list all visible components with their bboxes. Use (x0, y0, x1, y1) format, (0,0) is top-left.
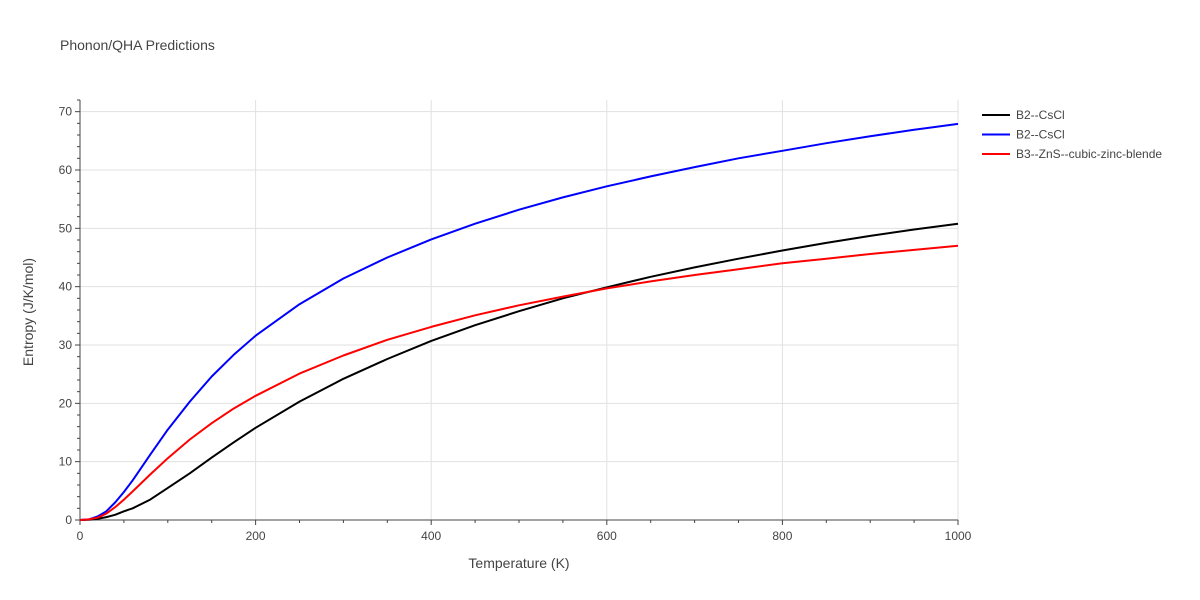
x-tick-label: 600 (597, 529, 617, 543)
x-tick-label: 0 (77, 529, 84, 543)
y-tick-label: 70 (59, 105, 73, 119)
legend-label: B2--CsCl (1016, 108, 1065, 122)
legend-item-1[interactable]: B2--CsCl (982, 108, 1065, 122)
grid (80, 100, 959, 520)
series-line-3[interactable] (79, 244, 959, 521)
legend-label: B3--ZnS--cubic-zinc-blende (1016, 147, 1162, 161)
series-line-1[interactable] (79, 222, 959, 521)
y-tick-label: 30 (59, 338, 73, 352)
y-tick-label: 60 (59, 163, 73, 177)
x-axis-title: Temperature (K) (468, 555, 569, 571)
legend-item-3[interactable]: B3--ZnS--cubic-zinc-blende (982, 147, 1162, 161)
legend-item-2[interactable]: B2--CsCl (982, 128, 1065, 142)
x-tick-label: 1000 (945, 529, 972, 543)
y-axis-title: Entropy (J/K/mol) (20, 258, 36, 366)
x-tick-label: 400 (421, 529, 441, 543)
axes: 0 200 400 600 800 1000 0 10 20 30 40 50 60 70 (59, 99, 972, 543)
y-tick-label: 0 (65, 513, 72, 527)
series-line-2[interactable] (79, 122, 959, 521)
y-tick-label: 20 (59, 396, 73, 410)
x-tick-label: 200 (246, 529, 266, 543)
plot-area (79, 122, 959, 521)
y-tick-label: 10 (59, 455, 73, 469)
legend[interactable]: B2--CsCl B2--CsCl B3--ZnS--cubic-zinc-blen… (982, 108, 1162, 161)
legend-label: B2--CsCl (1016, 128, 1065, 142)
y-tick-label: 40 (59, 280, 73, 294)
x-tick-label: 800 (772, 529, 792, 543)
chart-title: Phonon/QHA Predictions (60, 37, 215, 53)
y-tick-label: 50 (59, 221, 73, 235)
